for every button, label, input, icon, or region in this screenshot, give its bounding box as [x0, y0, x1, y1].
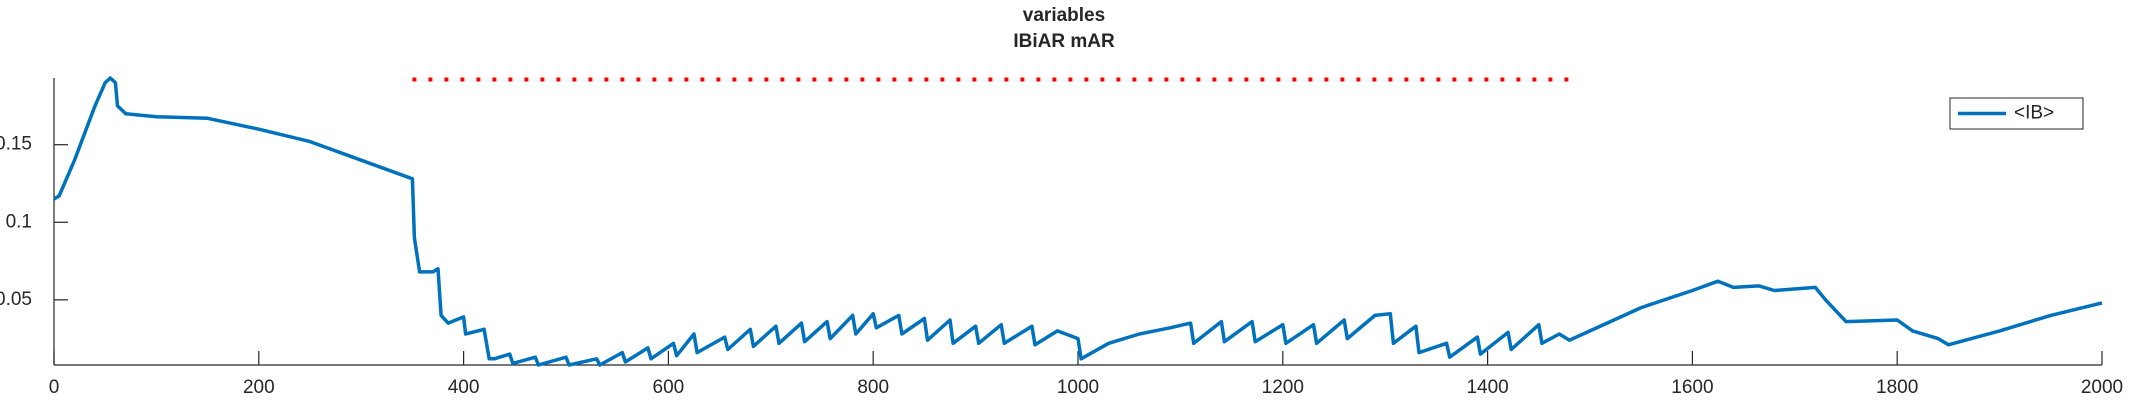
x-tick-label: 600	[653, 377, 685, 398]
chart-title: variables	[1023, 5, 1105, 26]
x-tick-label: 400	[448, 377, 480, 398]
chart-subtitle: IBiAR mAR	[1013, 31, 1115, 52]
x-tick-label: 2000	[2081, 377, 2123, 398]
x-tick-label: 1000	[1057, 377, 1099, 398]
x-tick-label: 0	[49, 377, 60, 398]
x-tick-label: 1800	[1876, 377, 1918, 398]
legend-label: <IB>	[2014, 103, 2054, 124]
y-tick-label: 0.1	[6, 211, 32, 232]
legend-box	[1949, 97, 2084, 130]
x-tick-label: 800	[857, 377, 889, 398]
x-tick-label: 200	[243, 377, 275, 398]
x-tick-label: 1600	[1671, 377, 1713, 398]
data-line	[53, 76, 2103, 367]
y-tick-label: 0.05	[0, 289, 32, 310]
x-tick-label: 1400	[1466, 377, 1508, 398]
y-tick-label: 0.15	[0, 134, 32, 155]
x-tick-label: 1200	[1262, 377, 1304, 398]
